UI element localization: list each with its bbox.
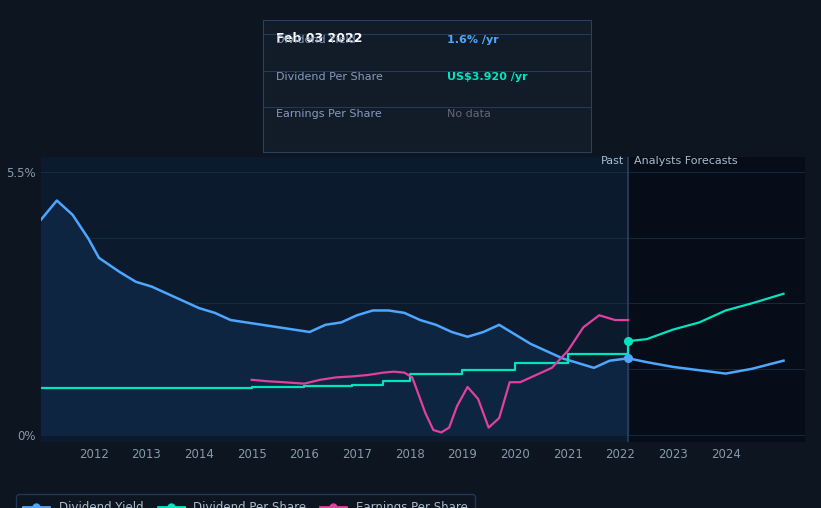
Text: Analysts Forecasts: Analysts Forecasts bbox=[635, 156, 738, 166]
Text: Dividend Per Share: Dividend Per Share bbox=[276, 73, 383, 82]
Text: No data: No data bbox=[447, 109, 490, 119]
Text: Past: Past bbox=[601, 156, 624, 166]
Text: Feb 03 2022: Feb 03 2022 bbox=[276, 32, 362, 45]
Legend: Dividend Yield, Dividend Per Share, Earnings Per Share: Dividend Yield, Dividend Per Share, Earn… bbox=[16, 494, 475, 508]
Bar bbox=[628, 157, 805, 442]
Text: Dividend Yield: Dividend Yield bbox=[276, 36, 355, 45]
Text: US$3.920 /yr: US$3.920 /yr bbox=[447, 73, 527, 82]
Text: 1.6% /yr: 1.6% /yr bbox=[447, 36, 498, 45]
Text: Earnings Per Share: Earnings Per Share bbox=[276, 109, 382, 119]
